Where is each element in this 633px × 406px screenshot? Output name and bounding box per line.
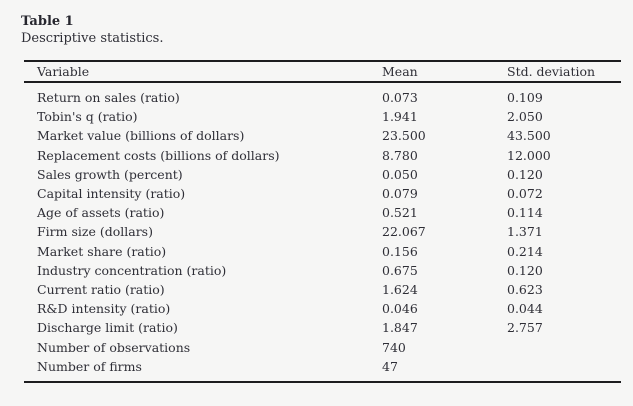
- column-header-variable: Variable: [24, 61, 382, 83]
- std-deviation-cell: 0.109: [507, 90, 543, 105]
- std-deviation-cell: 0.120: [507, 166, 543, 182]
- mean-cell: 47: [382, 358, 398, 374]
- variable-cell: Firm size (dollars): [37, 224, 153, 240]
- table-row: Industry concentration (ratio) 0.675 0.120: [24, 261, 621, 280]
- mean-cell: 0.046: [382, 301, 418, 317]
- variable-cell: Age of assets (ratio): [37, 205, 165, 221]
- std-deviation-cell: 0.044: [507, 301, 543, 317]
- std-deviation-cell: 43.500: [507, 128, 551, 144]
- std-deviation-cell: 0.114: [507, 205, 543, 221]
- table-row: Sales growth (percent) 0.050 0.120: [24, 165, 621, 184]
- variable-cell: Number of observations: [37, 339, 191, 355]
- std-deviation-cell: [507, 357, 621, 382]
- mean-cell: 0.073: [382, 90, 418, 105]
- variable-cell: Tobin's q (ratio): [37, 109, 138, 125]
- table-label: Table 1: [21, 14, 74, 29]
- std-deviation-cell: 0.072: [507, 186, 543, 202]
- variable-cell: Industry concentration (ratio): [37, 262, 227, 278]
- table-row: Discharge limit (ratio) 1.847 2.757: [24, 318, 621, 337]
- table-caption: Descriptive statistics.: [21, 31, 164, 46]
- variable-cell: Current ratio (ratio): [37, 282, 165, 298]
- mean-cell: 8.780: [382, 147, 418, 163]
- variable-cell: Discharge limit (ratio): [37, 320, 178, 336]
- variable-cell: Sales growth (percent): [37, 166, 183, 182]
- std-deviation-cell: 12.000: [507, 147, 551, 163]
- mean-cell: 0.521: [382, 205, 418, 221]
- table-row: Capital intensity (ratio) 0.079 0.072: [24, 184, 621, 203]
- variable-cell: R&D intensity (ratio): [37, 301, 171, 317]
- column-header-std-deviation: Std. deviation: [507, 61, 621, 83]
- table-header: Variable Mean Std. deviation: [24, 61, 621, 83]
- mean-cell: 1.624: [382, 282, 418, 298]
- mean-cell: 0.156: [382, 243, 418, 259]
- column-header-mean: Mean: [382, 61, 507, 83]
- mean-cell: 0.050: [382, 166, 418, 182]
- table-row: Number of firms 47: [24, 357, 621, 382]
- mean-cell: 0.079: [382, 186, 418, 202]
- table-header-row: Variable Mean Std. deviation: [24, 61, 621, 83]
- variable-cell: Capital intensity (ratio): [37, 186, 186, 202]
- table-row: Tobin's q (ratio) 1.941 2.050: [24, 107, 621, 126]
- table-row: Return on sales (ratio) 0.073 0.109: [24, 82, 621, 107]
- descriptive-statistics-table: Variable Mean Std. deviation Return on s…: [24, 60, 621, 384]
- mean-cell: 740: [382, 339, 406, 355]
- variable-cell: Replacement costs (billions of dollars): [37, 147, 280, 163]
- mean-cell: 1.847: [382, 320, 418, 336]
- variable-cell: Market share (ratio): [37, 243, 167, 259]
- table-row: Number of observations 740: [24, 338, 621, 357]
- std-deviation-cell: 2.050: [507, 109, 543, 125]
- table-row: R&D intensity (ratio) 0.046 0.044: [24, 299, 621, 318]
- variable-cell: Return on sales (ratio): [37, 90, 180, 105]
- table-row: Market share (ratio) 0.156 0.214: [24, 242, 621, 261]
- mean-cell: 1.941: [382, 109, 418, 125]
- std-deviation-cell: 1.371: [507, 224, 543, 240]
- variable-cell: Market value (billions of dollars): [37, 128, 245, 144]
- table-row: Firm size (dollars) 22.067 1.371: [24, 222, 621, 241]
- std-deviation-cell: 0.623: [507, 282, 543, 298]
- std-deviation-cell: 0.214: [507, 243, 543, 259]
- table-row: Market value (billions of dollars) 23.500…: [24, 126, 621, 145]
- table-body: Return on sales (ratio) 0.073 0.109 Tobin's…: [24, 82, 621, 382]
- mean-cell: 0.675: [382, 262, 418, 278]
- mean-cell: 23.500: [382, 128, 426, 144]
- table-row: Current ratio (ratio) 1.624 0.623: [24, 280, 621, 299]
- std-deviation-cell: 0.120: [507, 262, 543, 278]
- std-deviation-cell: [507, 338, 621, 357]
- page: Table 1 Descriptive statistics. Variable…: [21, 14, 621, 384]
- table-row: Age of assets (ratio) 0.521 0.114: [24, 203, 621, 222]
- std-deviation-cell: 2.757: [507, 320, 543, 336]
- mean-cell: 22.067: [382, 224, 426, 240]
- table-row: Replacement costs (billions of dollars) 8…: [24, 146, 621, 165]
- variable-cell: Number of firms: [37, 358, 142, 374]
